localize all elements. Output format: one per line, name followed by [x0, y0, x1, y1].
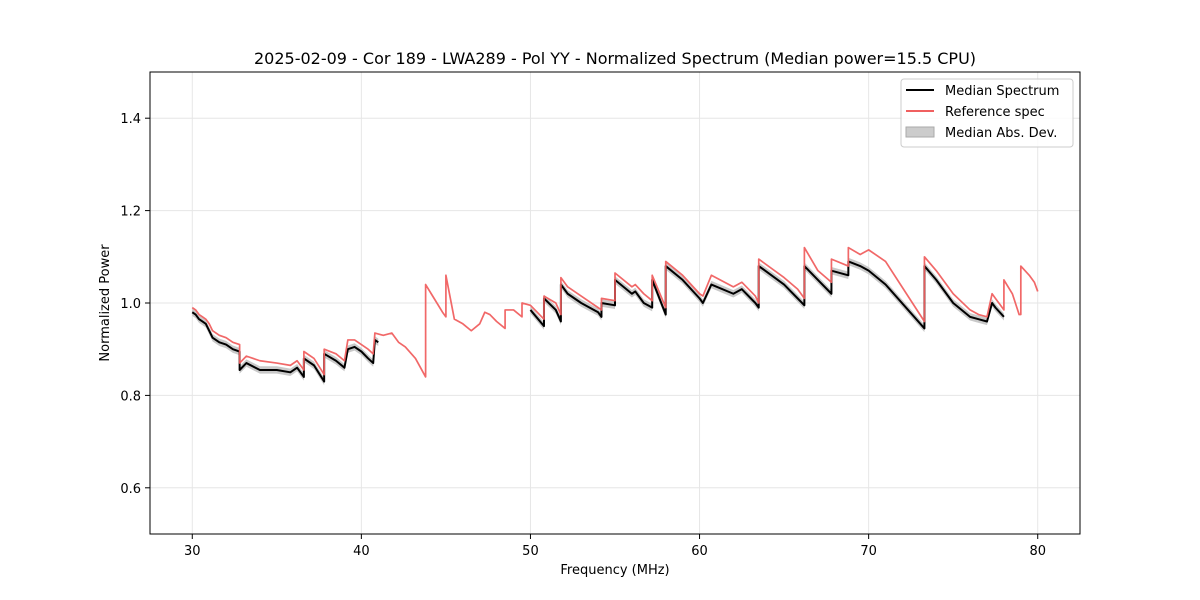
y-tick-label: 1.4 [120, 112, 141, 127]
x-axis-label: Frequency (MHz) [560, 563, 669, 578]
y-tick-label: 0.8 [120, 389, 141, 404]
chart-title: 2025-02-09 - Cor 189 - LWA289 - Pol YY -… [254, 49, 976, 68]
legend-label-mad: Median Abs. Dev. [945, 126, 1057, 141]
y-tick-label: 1.0 [120, 297, 141, 312]
legend-box [900, 78, 1074, 148]
x-tick-label: 40 [353, 544, 370, 559]
y-tick-label: 0.6 [120, 482, 141, 497]
legend-label-reference: Reference spec [945, 105, 1045, 120]
legend-swatch-mad [905, 126, 935, 138]
x-tick-label: 70 [860, 544, 877, 559]
y-axis: 0.6 0.8 1.0 1.2 1.4 [120, 112, 150, 497]
legend-label-median: Median Spectrum [945, 84, 1059, 99]
y-axis-label: Normalized Power [98, 244, 113, 362]
x-tick-label: 60 [691, 544, 708, 559]
plot-area [191, 246, 1039, 386]
legend: Median Spectrum Reference spec Median Ab… [900, 78, 1074, 148]
x-tick-label: 30 [184, 544, 201, 559]
x-tick-label: 80 [1029, 544, 1046, 559]
median-spectrum-line [191, 311, 379, 383]
x-axis: 30 40 50 60 70 80 [184, 534, 1046, 559]
y-tick-label: 1.2 [120, 205, 141, 220]
x-tick-label: 50 [522, 544, 539, 559]
reference-spectrum-line [191, 246, 1039, 378]
